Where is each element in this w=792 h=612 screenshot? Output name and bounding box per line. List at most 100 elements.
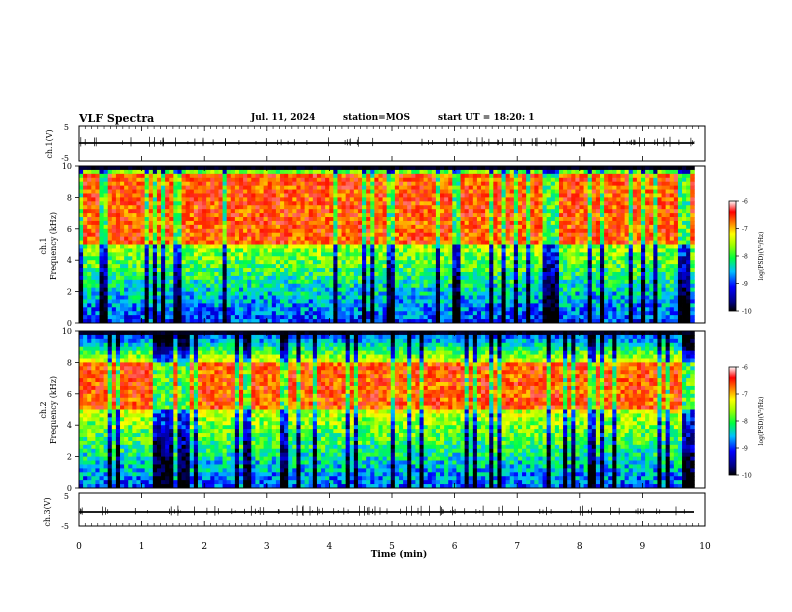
spec1-cell <box>292 291 297 296</box>
spec1-cell <box>538 271 543 277</box>
spec1-cell <box>144 181 150 187</box>
spec1-cell <box>226 252 232 257</box>
spec1-cell <box>197 213 203 218</box>
spec1-cell <box>115 299 121 304</box>
spec1-cell <box>226 303 232 308</box>
spec1-cell <box>247 260 252 265</box>
spec1-cell <box>464 268 470 273</box>
spec1-cell <box>530 303 535 308</box>
spec1-cell <box>161 260 166 265</box>
spec1-cell <box>124 217 129 222</box>
spec1-cell <box>238 283 244 289</box>
spec1-cell <box>300 236 306 241</box>
spec1-cell <box>452 197 457 202</box>
spec1-cell <box>489 260 494 265</box>
spec1-cell <box>567 220 572 226</box>
spec1-cell <box>362 279 367 285</box>
spec1-cell <box>571 256 576 261</box>
spec1-cell <box>431 248 437 253</box>
spec1-cell <box>161 244 166 249</box>
spec1-cell <box>513 236 519 241</box>
spec1-cell <box>255 205 260 210</box>
spec1-cell <box>550 232 556 238</box>
spec1-cell <box>550 169 556 175</box>
spec1-cell <box>193 181 199 187</box>
spec1-cell <box>579 181 584 187</box>
spec1-cell <box>247 279 252 285</box>
spec1-cell <box>132 299 137 304</box>
spec1-cell <box>378 228 383 234</box>
spec1-cell <box>83 185 88 190</box>
spec1-cell <box>337 303 342 308</box>
spec1-cell <box>345 260 351 265</box>
spec1-cell <box>107 213 113 218</box>
spec1-cell <box>197 319 203 324</box>
spec1-cell <box>341 315 347 320</box>
spec1-cell <box>341 248 347 253</box>
spec1-cell <box>300 291 306 296</box>
spec1-cell <box>476 173 482 179</box>
spec1-cell <box>362 220 367 226</box>
spec1-cell <box>481 307 486 312</box>
spec1-cell <box>206 319 211 324</box>
spec1-cell <box>398 232 404 238</box>
spec1-cell <box>124 201 129 206</box>
spec1-cell <box>476 319 482 324</box>
spec1-cell <box>152 252 158 257</box>
spec1-cell <box>394 287 400 293</box>
spec1-cell <box>464 244 470 249</box>
spec1-cell <box>419 279 424 285</box>
spec1-cell <box>505 166 511 171</box>
spec1-cell <box>501 201 507 206</box>
spec1-cell <box>546 248 552 253</box>
spec1-cell <box>95 173 100 179</box>
spec1-cell <box>522 303 527 308</box>
spec1-cell <box>485 224 490 230</box>
spec1-cell <box>79 311 84 316</box>
spec1-cell <box>111 275 117 281</box>
spec1-cell <box>333 244 338 249</box>
spec1-cell <box>120 256 125 261</box>
spec1-cell <box>431 303 437 308</box>
spec1-cell <box>243 252 248 257</box>
ch1-ytick-bottom: -5 <box>61 154 69 163</box>
spec1-cell <box>468 256 474 261</box>
spec1-cell <box>111 220 117 226</box>
spec1-cell <box>558 283 564 289</box>
spec1-cell <box>115 303 121 308</box>
spec1-cell <box>481 295 486 300</box>
spec1-cell <box>263 232 269 238</box>
spec1-cell <box>485 268 490 273</box>
spec1-cell <box>382 201 388 206</box>
spec1-cell <box>189 311 195 316</box>
spec1-cell <box>206 201 211 206</box>
spec1-cell <box>489 315 494 320</box>
spec1-cell <box>197 264 203 269</box>
spec1-cell <box>357 236 363 241</box>
spec1-cell <box>103 181 109 187</box>
spec1-cell <box>255 197 260 202</box>
spec1-cell <box>378 311 383 316</box>
spec1-cell <box>353 299 359 304</box>
spec1-cell <box>530 173 535 179</box>
spec1-cell <box>440 201 445 206</box>
spec1-cell <box>366 169 371 175</box>
start-time-label: start UT = 18:20: 1 <box>438 113 535 123</box>
spec1-cell <box>238 166 244 171</box>
spec1-cell <box>366 181 371 187</box>
spec1-cell <box>517 240 523 245</box>
spec1-cell <box>165 177 170 183</box>
spec1-cell <box>312 232 318 238</box>
spec1-cell <box>554 248 560 253</box>
spec1-cell <box>509 228 515 234</box>
spec1-cell <box>128 260 133 265</box>
spec1-cell <box>481 181 486 187</box>
spec1-cell <box>501 303 507 308</box>
spec1-cell <box>222 283 228 289</box>
spec1-cell <box>554 166 560 171</box>
spec1-cell <box>148 166 154 171</box>
spec1-cell <box>152 248 158 253</box>
spec1-cell <box>243 240 248 245</box>
spec1-cell <box>181 177 187 183</box>
spec1-cell <box>542 197 548 202</box>
